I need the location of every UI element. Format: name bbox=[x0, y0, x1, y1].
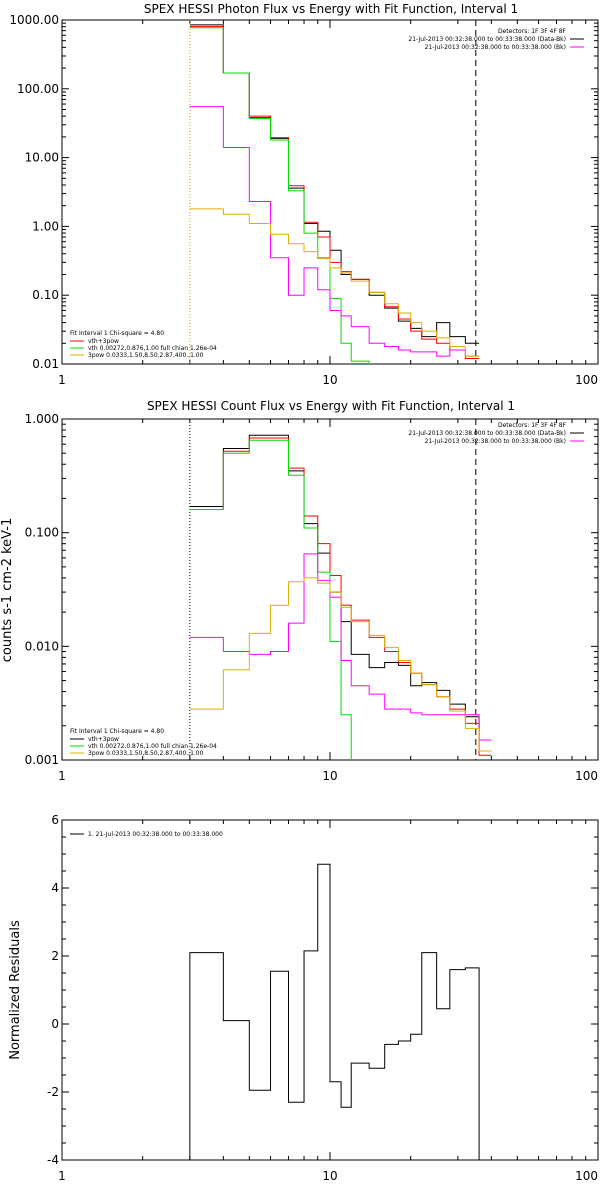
residuals-x-tick-label-0: 1 bbox=[58, 1169, 66, 1183]
photon-flux-y-tick-label-5: 1000.00 bbox=[9, 13, 59, 27]
count-flux-legend-left-line-0: Fit Interval 1 Chi-square = 4.80 bbox=[70, 728, 164, 735]
count-flux-panel: SPEX HESSI Count Flux vs Energy with Fit… bbox=[0, 399, 599, 783]
photon-flux-x-tick-label-2: 100 bbox=[575, 373, 598, 387]
residuals-series-0 bbox=[189, 863, 480, 1160]
count-flux-y-tick-label-0: 0.001 bbox=[25, 753, 59, 767]
photon-flux-panel: SPEX HESSI Photon Flux vs Energy with Fi… bbox=[9, 2, 599, 387]
count-flux-series-4 bbox=[189, 577, 492, 752]
photon-flux-series-1 bbox=[189, 26, 480, 360]
count-flux-legend-right-line-0: Detectors: 1F 3F 4F 8F bbox=[498, 422, 567, 429]
photon-flux-x-tick-label-0: 1 bbox=[58, 373, 66, 387]
photon-flux-y-tick-label-2: 1.00 bbox=[32, 219, 59, 233]
count-flux-x-tick-label-2: 100 bbox=[575, 769, 598, 783]
count-flux-legend-left-line-1: vth+3pow bbox=[88, 736, 119, 743]
photon-flux-y-tick-label-0: 0.01 bbox=[32, 357, 59, 371]
count-flux-series-3 bbox=[189, 553, 492, 741]
photon-flux-legend-right: Detectors: 1F 3F 4F 8F 21-Jul-2013 00:32… bbox=[408, 28, 584, 51]
residuals-y-tick-label-2: 0 bbox=[51, 1017, 59, 1031]
residuals-x-tick-label-1: 10 bbox=[322, 1169, 337, 1183]
count-flux-legend-right-line-2: 21-Jul-2013 00:32:38.000 to 00:33:38.000… bbox=[425, 438, 566, 445]
photon-flux-legend-right-line-2: 21-Jul-2013 00:32:38.000 to 00:33:38.000… bbox=[425, 44, 566, 51]
count-flux-x-tick-label-1: 10 bbox=[322, 769, 337, 783]
count-flux-title: SPEX HESSI Count Flux vs Energy with Fit… bbox=[147, 399, 515, 413]
residuals-panel: Normalized Residuals -4 -2 0 2 4 6 1 10 100 1. … bbox=[8, 813, 599, 1183]
photon-flux-legend-right-line-1: 21-Jul-2013 00:32:38.000 to 00:33:38.000… bbox=[408, 36, 566, 43]
photon-flux-series-3 bbox=[189, 106, 480, 357]
photon-flux-legend-right-line-0: Detectors: 1F 3F 4F 8F bbox=[498, 28, 567, 35]
photon-flux-legend-left-line-3: 3pow 0.0333,1.50,8.50,2.87,400.,1.00 bbox=[88, 352, 204, 359]
residuals-x-tick-label-2: 100 bbox=[575, 1169, 598, 1183]
count-flux-y-tick-label-3: 1.000 bbox=[25, 412, 59, 426]
photon-flux-y-tick-label-4: 100.00 bbox=[17, 82, 59, 96]
photon-flux-series-2 bbox=[189, 27, 370, 364]
photon-flux-plot-frame bbox=[61, 19, 599, 365]
photon-flux-series-4 bbox=[189, 208, 480, 357]
residuals-y-axis-label: Normalized Residuals bbox=[8, 920, 23, 1060]
residuals-y-tick-label-0: -4 bbox=[47, 1153, 59, 1167]
residuals-y-tick-label-1: -2 bbox=[47, 1085, 59, 1099]
count-flux-series-2 bbox=[189, 439, 352, 760]
photon-flux-y-tick-label-3: 10.00 bbox=[25, 151, 59, 165]
count-flux-y-tick-label-1: 0.010 bbox=[25, 639, 59, 653]
residuals-y-tick-label-4: 4 bbox=[51, 881, 59, 895]
residuals-y-tick-label-3: 2 bbox=[51, 949, 59, 963]
photon-flux-legend-left-line-0: Fit Interval 1 Chi-square = 4.80 bbox=[70, 330, 164, 337]
count-flux-y-tick-label-2: 0.100 bbox=[25, 526, 59, 540]
count-flux-y-axis-label: counts s-1 cm-2 keV-1 bbox=[0, 518, 15, 663]
count-flux-x-tick-label-0: 1 bbox=[58, 769, 66, 783]
photon-flux-legend-left-line-2: vth 0.00272,0.876,1.00 full chian 1.26e-… bbox=[88, 345, 217, 352]
count-flux-legend-left: Fit Interval 1 Chi-square = 4.80 vth+3po… bbox=[70, 728, 217, 757]
photon-flux-title: SPEX HESSI Photon Flux vs Energy with Fi… bbox=[144, 2, 518, 16]
count-flux-legend-right: Detectors: 1F 3F 4F 8F 21-Jul-2013 00:32… bbox=[408, 422, 584, 445]
count-flux-legend-left-line-3: 3pow 0.0333,1.50,8.50,2.87,400.,1.00 bbox=[88, 750, 204, 757]
photon-flux-y-tick-label-1: 0.10 bbox=[32, 288, 59, 302]
count-flux-series-0 bbox=[189, 434, 492, 752]
photon-flux-x-tick-label-1: 10 bbox=[322, 373, 337, 387]
photon-flux-legend-left-line-1: vth+3pow bbox=[88, 338, 119, 345]
residuals-y-tick-label-5: 6 bbox=[51, 813, 59, 827]
count-flux-legend-left-line-2: vth 0.00272,0.876,1.00 full chian 1.26e-… bbox=[88, 743, 217, 750]
residuals-legend: 1. 21-Jul-2013 00:32:38.000 to 00:33:38.… bbox=[70, 831, 223, 838]
count-flux-legend-right-line-1: 21-Jul-2013 00:32:38.000 to 00:33:38.000… bbox=[408, 430, 566, 437]
residuals-legend-line-0: 1. 21-Jul-2013 00:32:38.000 to 00:33:38.… bbox=[88, 831, 223, 838]
photon-flux-legend-left: Fit Interval 1 Chi-square = 4.80 vth+3po… bbox=[70, 330, 217, 359]
